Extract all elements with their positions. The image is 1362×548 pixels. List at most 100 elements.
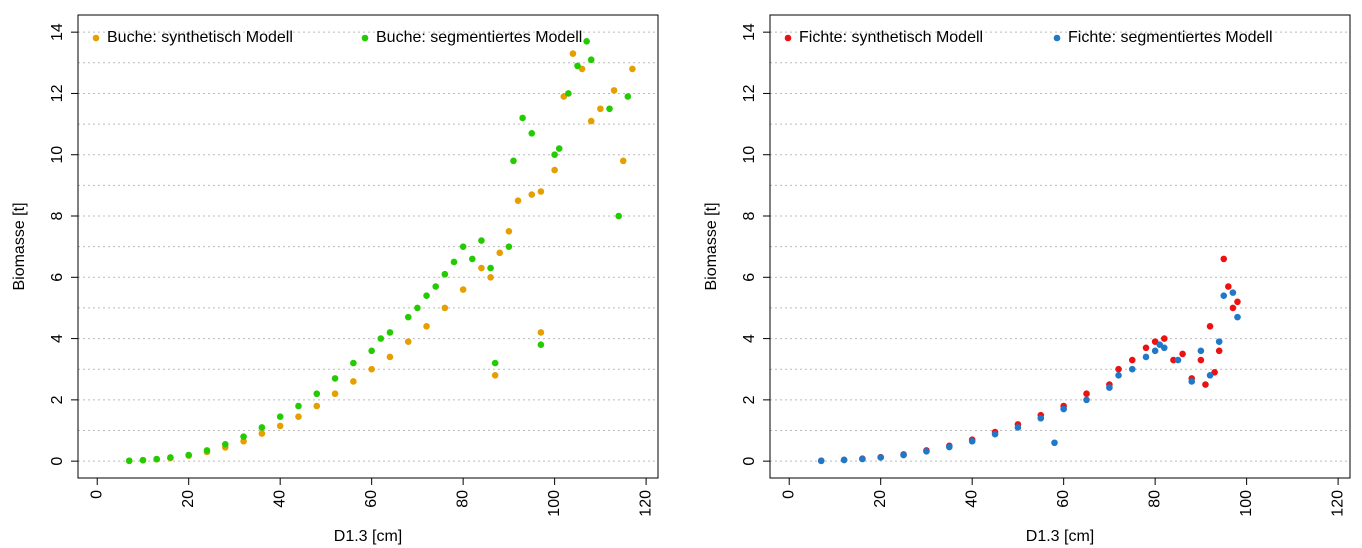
- point: [1234, 313, 1241, 321]
- point: [468, 255, 476, 263]
- point: [1160, 344, 1168, 352]
- point: [1234, 298, 1241, 306]
- point: [569, 50, 577, 57]
- point: [537, 188, 545, 195]
- point: [331, 375, 339, 382]
- point: [1225, 283, 1232, 290]
- point: [1220, 292, 1228, 299]
- x-tick-label: 20: [872, 490, 889, 508]
- y-tick-label: 12: [49, 84, 66, 102]
- x-tick-label: 20: [180, 490, 197, 508]
- point: [551, 166, 558, 174]
- point: [1142, 344, 1150, 352]
- y-tick-label: 0: [741, 457, 758, 466]
- point: [450, 258, 458, 266]
- y-tick-label: 10: [49, 146, 66, 164]
- y-tick-label: 4: [741, 334, 758, 343]
- point: [203, 447, 211, 454]
- point: [1197, 356, 1205, 364]
- point: [597, 105, 604, 113]
- x-tick-label: 120: [637, 490, 654, 517]
- x-tick-label: 100: [1238, 490, 1255, 517]
- point: [1083, 390, 1090, 398]
- point: [587, 117, 595, 125]
- point: [491, 372, 499, 379]
- legend-label: Buche: synthetisch Modell: [107, 29, 293, 46]
- point: [350, 359, 357, 367]
- x-tick-label: 40: [271, 490, 288, 508]
- legend-marker: [92, 34, 100, 42]
- point: [331, 390, 339, 398]
- x-tick-label: 0: [88, 490, 105, 499]
- point: [491, 359, 499, 367]
- point: [386, 353, 394, 361]
- point: [1215, 338, 1223, 345]
- point: [414, 304, 421, 312]
- point: [258, 430, 266, 437]
- point: [1170, 356, 1177, 364]
- y-tick-label: 8: [49, 211, 66, 220]
- legend-marker: [1053, 34, 1061, 42]
- point: [840, 456, 848, 464]
- point: [968, 437, 976, 445]
- point: [441, 270, 449, 278]
- point: [459, 286, 467, 293]
- point: [555, 145, 563, 152]
- point: [313, 402, 321, 410]
- point: [1202, 381, 1209, 388]
- point: [1106, 384, 1113, 391]
- point: [619, 157, 627, 165]
- point: [606, 105, 613, 113]
- point: [946, 443, 953, 451]
- point: [587, 56, 595, 64]
- y-axis-title: Biomasse [t]: [703, 202, 720, 290]
- point: [276, 413, 284, 421]
- point: [1206, 323, 1214, 330]
- x-tick-label: 40: [963, 490, 980, 508]
- point: [377, 335, 385, 342]
- point: [1128, 365, 1136, 373]
- x-tick-label: 0: [780, 490, 797, 499]
- point: [404, 338, 412, 345]
- point: [1174, 356, 1182, 364]
- y-tick-label: 2: [49, 395, 66, 404]
- y-tick-label: 4: [49, 334, 66, 343]
- legend-marker: [361, 34, 369, 42]
- legend-marker: [784, 34, 792, 42]
- point: [139, 456, 147, 464]
- point: [295, 402, 302, 410]
- legend-label: Buche: segmentiertes Modell: [376, 29, 582, 46]
- point: [423, 292, 430, 299]
- point: [240, 433, 247, 440]
- point: [423, 323, 430, 330]
- point: [1215, 347, 1223, 355]
- y-axis-title: Biomasse [t]: [11, 202, 28, 290]
- point: [276, 422, 284, 430]
- point: [859, 455, 866, 463]
- y-tick-label: 8: [741, 211, 758, 220]
- point: [900, 451, 907, 459]
- y-tick-label: 14: [741, 23, 758, 41]
- point: [1037, 414, 1045, 422]
- point: [514, 197, 522, 204]
- point: [185, 451, 192, 459]
- point: [221, 440, 229, 448]
- y-tick-label: 10: [741, 146, 758, 164]
- point: [537, 329, 545, 336]
- point: [1220, 255, 1228, 263]
- point: [610, 87, 618, 94]
- point: [1151, 347, 1159, 355]
- point: [295, 413, 302, 421]
- x-axis-title: D1.3 [cm]: [1026, 528, 1094, 545]
- point: [1051, 439, 1058, 447]
- point: [368, 347, 375, 355]
- point: [478, 264, 485, 272]
- point: [487, 273, 494, 281]
- point: [1229, 304, 1237, 312]
- point: [537, 341, 545, 349]
- point: [1014, 424, 1022, 431]
- point: [459, 243, 467, 250]
- x-tick-label: 80: [454, 490, 471, 508]
- point: [817, 457, 825, 465]
